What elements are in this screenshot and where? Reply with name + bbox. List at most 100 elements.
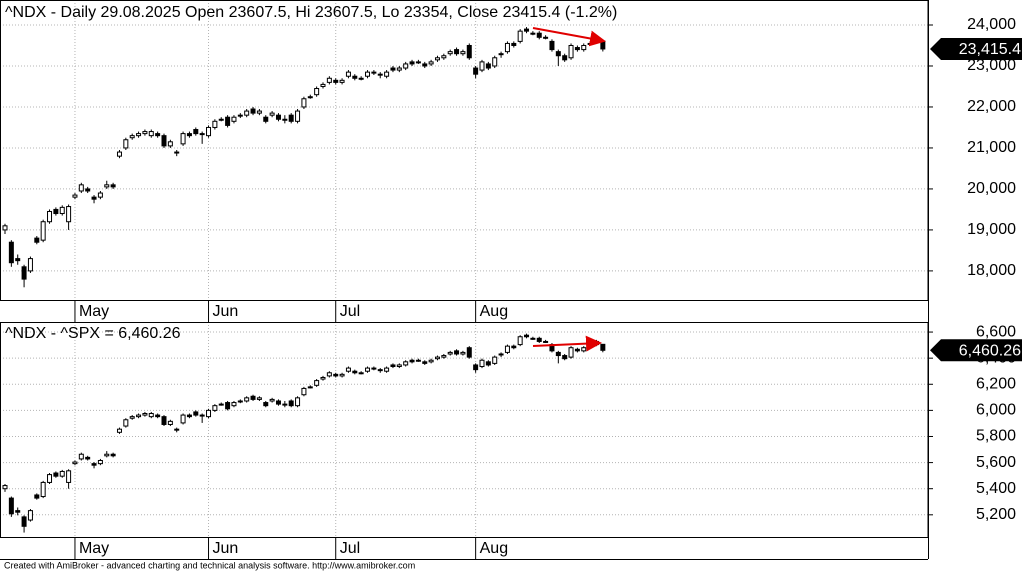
candle-body — [473, 67, 479, 75]
candle-body — [186, 133, 192, 137]
candle-body — [256, 397, 262, 400]
candle-body — [231, 402, 237, 407]
candle-body — [72, 461, 78, 465]
candle-body — [110, 453, 116, 457]
candle-body — [244, 397, 250, 402]
candle-body — [66, 206, 72, 223]
candle-body — [568, 347, 574, 358]
candle-body — [371, 71, 377, 74]
candle-body — [59, 206, 65, 215]
candle-body — [275, 114, 281, 120]
candle-body — [295, 397, 301, 407]
candle-body — [460, 51, 466, 55]
candle-body — [78, 184, 84, 192]
candle-body — [403, 361, 409, 366]
candle-body — [466, 44, 472, 59]
candle-body — [479, 359, 485, 368]
candle-body — [587, 345, 593, 348]
candle-body — [59, 470, 65, 477]
candle-body — [530, 32, 536, 35]
y-tick-label: 5,400 — [976, 480, 1016, 497]
candle-body — [295, 110, 301, 122]
candle-body — [384, 367, 390, 372]
candle-body — [148, 413, 154, 418]
candle-body — [314, 380, 320, 386]
candle-body — [371, 367, 377, 370]
candle-body — [282, 403, 288, 406]
chart-title: ^NDX - Daily 29.08.2025 Open 23607.5, Hi… — [5, 4, 617, 21]
candle-body — [492, 356, 498, 364]
candle-body — [174, 151, 180, 154]
candle-body — [148, 131, 154, 137]
candle-body — [269, 112, 275, 116]
candle-body — [21, 266, 27, 280]
candle-body — [123, 419, 129, 427]
y-tick-label: 6,600 — [976, 323, 1016, 340]
candle-body — [345, 71, 351, 77]
candle-body — [155, 414, 161, 418]
candle-body — [434, 57, 440, 61]
candle-body — [434, 356, 440, 360]
candle-body — [555, 351, 561, 357]
candle-body — [47, 474, 53, 483]
candle-body — [212, 405, 218, 411]
y-tick-label: 23,000 — [967, 57, 1016, 74]
candle-body — [218, 403, 224, 406]
candle-body — [85, 456, 91, 460]
y-tick-label: 5,600 — [976, 454, 1016, 471]
candle-body — [377, 369, 383, 372]
candle-body — [269, 398, 275, 402]
x-tick-label: May — [79, 303, 109, 320]
candle-body — [454, 350, 460, 355]
candle-body — [225, 116, 231, 126]
candle-body — [206, 409, 212, 418]
candle-body — [34, 494, 40, 499]
candle-body — [40, 481, 46, 498]
candle-body — [263, 402, 269, 407]
candle-body — [600, 40, 606, 50]
y-tick-label: 20,000 — [967, 180, 1016, 197]
candle-body — [428, 359, 434, 363]
candle-body — [116, 151, 122, 157]
candle-body — [314, 88, 320, 96]
candle-body — [15, 510, 21, 513]
x-tick-label: Aug — [480, 540, 508, 557]
candle-body — [511, 345, 517, 349]
candle-body — [78, 453, 84, 460]
candle-body — [562, 355, 568, 360]
candle-body — [91, 196, 97, 200]
candle-body — [167, 141, 173, 147]
candle-body — [174, 428, 180, 431]
x-tick-label: Aug — [480, 303, 508, 320]
candle-body — [326, 77, 332, 83]
x-tick-label: Jun — [213, 303, 239, 320]
candle-body — [524, 28, 530, 32]
candle-body — [485, 63, 491, 69]
candle-body — [396, 364, 402, 368]
candle-body — [8, 241, 14, 264]
candle-body — [167, 420, 173, 425]
candle-body — [193, 129, 199, 135]
candle-body — [536, 337, 542, 342]
candle-body — [206, 126, 212, 137]
candle-body — [428, 61, 434, 65]
candle-body — [320, 83, 326, 87]
y-tick-label: 5,200 — [976, 506, 1016, 523]
candle-body — [345, 367, 351, 372]
candle-body — [498, 353, 504, 356]
candle-body — [536, 32, 542, 38]
y-tick-label: 22,000 — [967, 98, 1016, 115]
candle-body — [180, 414, 186, 424]
candle-body — [218, 118, 224, 121]
candle-body — [40, 221, 46, 241]
x-tick-label: Jun — [213, 540, 239, 557]
y-tick-label: 21,000 — [967, 139, 1016, 156]
candle-body — [15, 258, 21, 262]
candle-body — [237, 114, 243, 117]
candle-body — [587, 42, 593, 45]
candle-body — [377, 73, 383, 76]
candle-body — [263, 116, 269, 122]
candle-body — [549, 40, 555, 51]
y-tick-label: 5,800 — [976, 428, 1016, 445]
